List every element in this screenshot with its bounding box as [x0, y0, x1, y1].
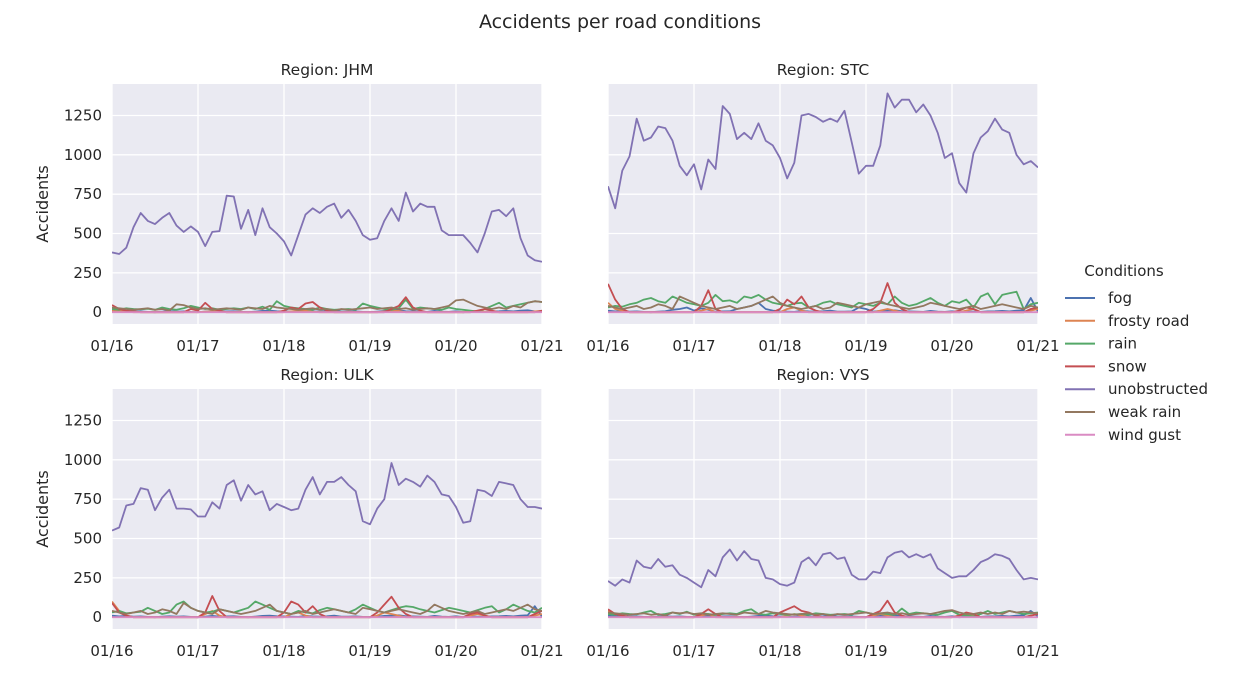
legend: Conditions fog frosty road rain snow unobstr… [1065, 262, 1208, 444]
series-line-weak-rain [608, 295, 1038, 310]
legend-item: frosty road [1065, 312, 1189, 330]
x-tick-label: 01/17 [672, 337, 715, 355]
panel-1: 01/16 01/17 01/18 01/19 01/20 01/21 Region: ST… [586, 61, 1059, 355]
x-tick-label: 01/19 [844, 337, 887, 355]
panel-title: Region: STC [777, 61, 869, 79]
series-line-unobstructed [608, 92, 1038, 210]
y-tick-label: 500 [73, 530, 102, 548]
x-tick-label: 01/18 [262, 337, 305, 355]
panel-title: Region: JHM [281, 61, 374, 79]
x-tick-label: 01/17 [672, 642, 715, 660]
y-tick-label: 750 [73, 490, 102, 508]
x-tick-label: 01/16 [586, 337, 629, 355]
x-tick-label: 01/21 [1016, 337, 1059, 355]
legend-item: weak rain [1065, 403, 1181, 421]
x-tick-label: 01/16 [90, 642, 133, 660]
legend-label: snow [1108, 357, 1147, 375]
x-tick-label: 01/16 [90, 337, 133, 355]
series-line-weak-rain [608, 609, 1038, 617]
series-group [608, 548, 1038, 619]
y-tick-label: 500 [73, 225, 102, 243]
panel-2: 01/16 01/17 01/18 01/19 01/20 01/21 0 250 500 750… [33, 366, 564, 660]
series-line-unobstructed [608, 548, 1038, 589]
series-line-rain [608, 290, 1038, 310]
plot-background [112, 84, 542, 324]
legend-item: wind gust [1065, 426, 1181, 444]
series-group [112, 462, 542, 619]
x-tick-label: 01/18 [758, 642, 801, 660]
legend-title: Conditions [1084, 262, 1164, 280]
x-tick-label: 01/20 [930, 642, 973, 660]
legend-item: snow [1065, 357, 1147, 375]
x-tick-label: 01/18 [262, 642, 305, 660]
legend-label: rain [1108, 335, 1137, 353]
panel-title: Region: ULK [280, 366, 374, 384]
figure-title: Accidents per road conditions [479, 11, 761, 33]
legend-label: wind gust [1108, 426, 1181, 444]
x-tick-label: 01/17 [176, 337, 219, 355]
plot-background [608, 389, 1038, 629]
legend-item: unobstructed [1065, 380, 1208, 398]
panels: 01/16 01/17 01/18 01/19 01/20 01/21 0 250 500 750… [33, 61, 1060, 660]
y-tick-label: 1250 [64, 411, 102, 429]
x-tick-label: 01/19 [348, 642, 391, 660]
x-tick-label: 01/20 [434, 337, 477, 355]
panel-3: 01/16 01/17 01/18 01/19 01/20 01/21 Region: VY… [586, 366, 1059, 660]
y-axis-label: Accidents [33, 470, 52, 547]
panel-0: 01/16 01/17 01/18 01/19 01/20 01/21 0 250 500 750… [33, 61, 564, 355]
series-line-weak-rain [112, 602, 542, 615]
series-group [112, 191, 542, 314]
legend-item: rain [1065, 335, 1137, 353]
x-tick-label: 01/20 [434, 642, 477, 660]
y-tick-label: 1000 [64, 451, 102, 469]
x-tick-label: 01/18 [758, 337, 801, 355]
x-tick-label: 01/19 [844, 642, 887, 660]
series-line-unobstructed [112, 462, 542, 532]
x-tick-label: 01/21 [1016, 642, 1059, 660]
y-tick-label: 250 [73, 569, 102, 587]
x-tick-label: 01/20 [930, 337, 973, 355]
y-tick-label: 0 [92, 608, 102, 626]
legend-label: unobstructed [1108, 380, 1208, 398]
y-axis-label: Accidents [33, 165, 52, 242]
x-tick-label: 01/21 [520, 642, 563, 660]
plot-background [608, 84, 1038, 324]
x-tick-label: 01/17 [176, 642, 219, 660]
x-tick-label: 01/19 [348, 337, 391, 355]
y-tick-label: 0 [92, 303, 102, 321]
panel-title: Region: VYS [776, 366, 869, 384]
x-tick-label: 01/21 [520, 337, 563, 355]
y-tick-label: 1000 [64, 146, 102, 164]
series-line-unobstructed [112, 191, 542, 263]
legend-item: fog [1065, 289, 1132, 307]
x-tick-label: 01/16 [586, 642, 629, 660]
y-tick-label: 250 [73, 264, 102, 282]
series-line-weak-rain [112, 298, 542, 312]
y-tick-label: 1250 [64, 106, 102, 124]
legend-label: fog [1108, 289, 1132, 307]
y-tick-label: 750 [73, 185, 102, 203]
legend-label: frosty road [1108, 312, 1189, 330]
legend-label: weak rain [1108, 403, 1181, 421]
series-group [608, 92, 1038, 314]
